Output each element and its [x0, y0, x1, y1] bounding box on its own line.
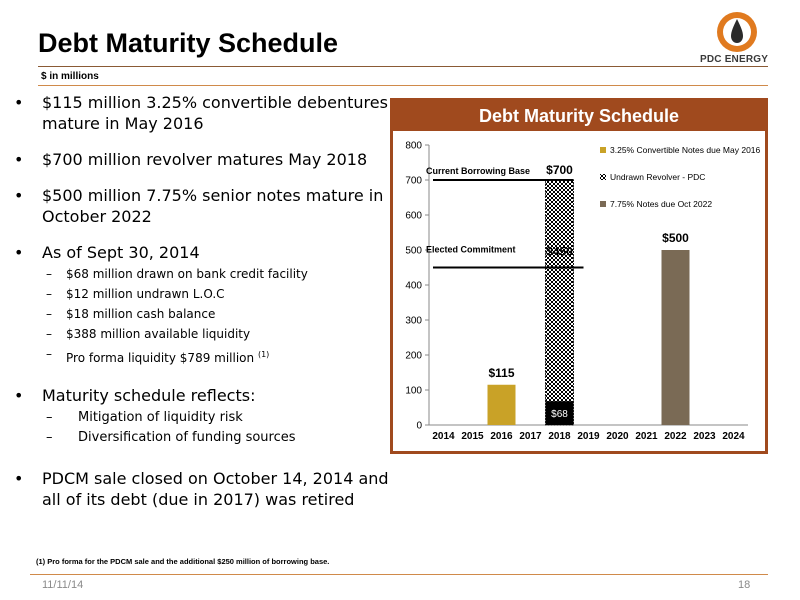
y-tick-label: 200	[405, 351, 422, 362]
sub-pro-forma-text: Pro forma liquidity $789 million	[66, 351, 255, 365]
title-divider	[38, 66, 768, 67]
label-2018-mid: $450	[546, 245, 573, 259]
bullet-pdcm-sale: PDCM sale closed on October 14, 2014 and…	[6, 468, 401, 510]
footnote-ref: (1)	[257, 350, 270, 359]
annotation-borrowing-base: Current Borrowing Base	[426, 166, 530, 176]
y-tick-label: 0	[416, 421, 422, 432]
bar-3-2022	[661, 250, 690, 425]
legend-swatch-3	[600, 201, 606, 207]
bar-2-2018	[545, 179, 574, 426]
label-2022: $500	[662, 231, 689, 245]
y-tick-label: 700	[405, 176, 422, 187]
chart-title: Debt Maturity Schedule	[393, 101, 765, 131]
page-number: 18	[738, 579, 751, 591]
x-tick-label: 2015	[461, 431, 484, 442]
sub-drawn: $68 million drawn on bank credit facilit…	[6, 266, 401, 283]
chart-panel: Debt Maturity Schedule 0 100 200 300 400 500 6…	[390, 98, 768, 454]
y-tick-label: 500	[405, 246, 422, 257]
bullet-list: $115 million 3.25% convertible debenture…	[6, 92, 401, 510]
footer-date: 11/11/14	[42, 579, 84, 591]
label-2018-top: $700	[546, 163, 573, 177]
legend-swatch-1	[600, 147, 606, 153]
bullet-revolver: $700 million revolver matures May 2018	[6, 149, 401, 170]
x-tick-label: 2014	[432, 431, 455, 442]
logo-text: PDC ENERGY	[700, 54, 769, 65]
units-label: $ in millions	[41, 71, 99, 82]
annotation-elected-commitment: Elected Commitment	[426, 245, 516, 255]
drawn-revolver-bar	[545, 401, 574, 425]
x-tick-label: 2023	[693, 431, 716, 442]
bullet-maturity-reflects: Maturity schedule reflects:	[6, 385, 401, 406]
sub-mitigation: Mitigation of liquidity risk	[6, 409, 401, 426]
page-title: Debt Maturity Schedule	[38, 28, 339, 58]
x-tick-label: 2017	[519, 431, 542, 442]
y-tick-label: 400	[405, 281, 422, 292]
legend-label-2: Undrawn Revolver - PDC	[610, 172, 705, 182]
pdc-energy-logo	[717, 12, 757, 52]
drawn-revolver-label: $68	[551, 409, 568, 420]
footnote: (1) Pro forma for the PDCM sale and the …	[36, 557, 330, 566]
y-tick-label: 100	[405, 386, 422, 397]
bullet-convertible: $115 million 3.25% convertible debenture…	[6, 92, 401, 134]
x-tick-label: 2024	[722, 431, 745, 442]
legend-swatch-2	[600, 174, 606, 180]
label-2016: $115	[488, 366, 514, 380]
chart-svg: 0 100 200 300 400 500 600 700 800 2014 2015 2016 201…	[405, 141, 761, 443]
bar-1-2016	[487, 384, 516, 425]
bullet-senior-notes: $500 million 7.75% senior notes mature i…	[6, 185, 401, 227]
subtitle-divider	[38, 85, 768, 86]
x-tick-label: 2018	[548, 431, 571, 442]
y-tick-label: 600	[405, 211, 422, 222]
x-tick-label: 2022	[664, 431, 687, 442]
legend-label-3: 7.75% Notes due Oct 2022	[610, 199, 712, 209]
sub-undrawn-loc: $12 million undrawn L.O.C	[6, 286, 401, 303]
sub-cash: $18 million cash balance	[6, 306, 401, 323]
bullet-as-of: As of Sept 30, 2014	[6, 242, 401, 263]
sub-liquidity: $388 million available liquidity	[6, 326, 401, 343]
legend-label-1: 3.25% Convertible Notes due May 2016	[610, 145, 761, 155]
sub-pro-forma: Pro forma liquidity $789 million (1)	[6, 346, 401, 367]
x-tick-label: 2019	[577, 431, 600, 442]
y-tick-label: 800	[405, 141, 422, 152]
x-tick-label: 2016	[490, 431, 513, 442]
y-tick-label: 300	[405, 316, 422, 327]
x-tick-label: 2021	[635, 431, 658, 442]
sub-diversification: Diversification of funding sources	[6, 429, 401, 446]
footer-divider	[30, 574, 768, 575]
x-tick-label: 2020	[606, 431, 629, 442]
